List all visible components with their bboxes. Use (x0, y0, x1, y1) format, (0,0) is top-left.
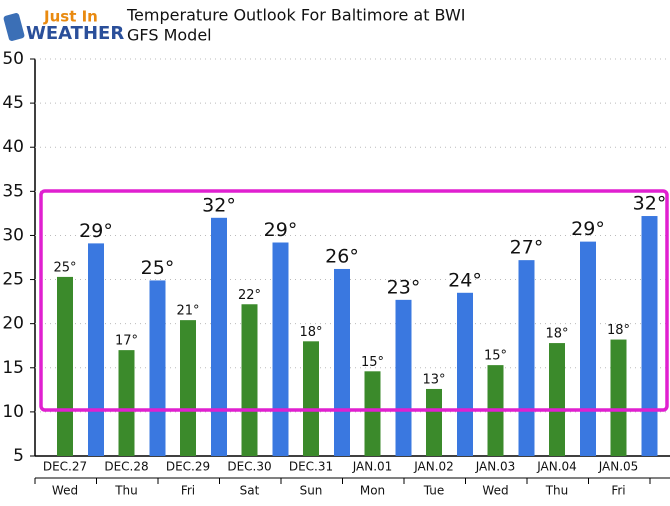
weekday-label: Sat (240, 484, 260, 498)
bar (549, 343, 565, 456)
data-label: 18° (607, 323, 630, 338)
x-tick-label: DEC.28 (104, 460, 148, 474)
bar (364, 371, 381, 456)
data-label: 29° (264, 219, 298, 241)
data-label: 25° (53, 260, 76, 275)
data-label: 21° (176, 304, 199, 319)
bar (610, 339, 627, 456)
y-tick-label: 50 (2, 49, 24, 69)
logo-icon (3, 13, 25, 41)
chart-subtitle: GFS Model (127, 26, 212, 45)
weekday-label: Wed (52, 484, 78, 498)
y-tick-label: 45 (2, 93, 24, 113)
data-label: 32° (633, 193, 667, 215)
bar (241, 304, 258, 456)
chart-title: Temperature Outlook For Baltimore at BWI (126, 6, 466, 25)
x-tick-label: JAN.02 (413, 460, 454, 474)
bar (334, 268, 350, 456)
y-tick-label: 35 (2, 181, 24, 201)
x-tick-label: DEC.29 (166, 460, 210, 474)
weekday-label: Wed (482, 484, 508, 498)
data-label: 27° (510, 237, 544, 259)
data-label: 18° (545, 327, 568, 342)
weekday-label: Fri (611, 484, 625, 498)
weekday-label: Fri (181, 484, 195, 498)
bar (641, 216, 658, 456)
bar (149, 280, 166, 456)
x-tick-label: JAN.04 (536, 460, 577, 474)
data-label: 29° (571, 218, 605, 240)
x-tick-label: DEC.27 (43, 460, 87, 474)
bar (518, 260, 535, 456)
logo-text: WEATHER (26, 23, 124, 44)
weekday-label: Thu (114, 484, 138, 498)
bar (426, 388, 442, 456)
highlight-box (39, 189, 669, 412)
y-tick-label: 10 (2, 402, 24, 422)
weekday-label: Tue (423, 484, 445, 498)
logo: Just In WEATHER (3, 8, 124, 44)
bar (303, 341, 319, 456)
data-label: 22° (238, 288, 261, 303)
x-tick-label: JAN.03 (475, 460, 516, 474)
bar (580, 241, 596, 456)
x-tick-label: DEC.31 (289, 460, 333, 474)
logo-text: Just In (43, 8, 98, 26)
data-label: 25° (141, 257, 175, 279)
x-tick-label: JAN.05 (598, 460, 639, 474)
bar (211, 217, 227, 456)
bar (88, 243, 104, 456)
data-label: 13° (422, 372, 445, 387)
bar (272, 242, 289, 456)
y-tick-label: 30 (2, 225, 24, 245)
data-label: 15° (361, 355, 384, 370)
bar (457, 292, 473, 456)
bar (57, 276, 73, 456)
x-tick-label: DEC.30 (227, 460, 271, 474)
y-tick-label: 15 (2, 358, 24, 378)
weekday-label: Thu (545, 484, 569, 498)
data-label: 15° (484, 349, 507, 364)
x-tick-label: JAN.01 (352, 460, 393, 474)
data-label: 24° (448, 269, 482, 291)
bar (118, 350, 135, 456)
y-tick-label: 5 (13, 446, 24, 466)
bar (395, 299, 412, 456)
data-label: 17° (115, 334, 138, 349)
data-label: 32° (202, 194, 236, 216)
weekday-label: Sun (300, 484, 323, 498)
data-label: 26° (325, 245, 359, 267)
data-label: 23° (387, 276, 421, 298)
data-label: 18° (299, 325, 322, 340)
y-tick-label: 25 (2, 270, 24, 290)
data-label: 29° (79, 220, 113, 242)
y-tick-label: 20 (2, 314, 24, 334)
weekday-label: Mon (360, 484, 385, 498)
y-tick-label: 40 (2, 137, 24, 157)
bar (180, 320, 196, 456)
